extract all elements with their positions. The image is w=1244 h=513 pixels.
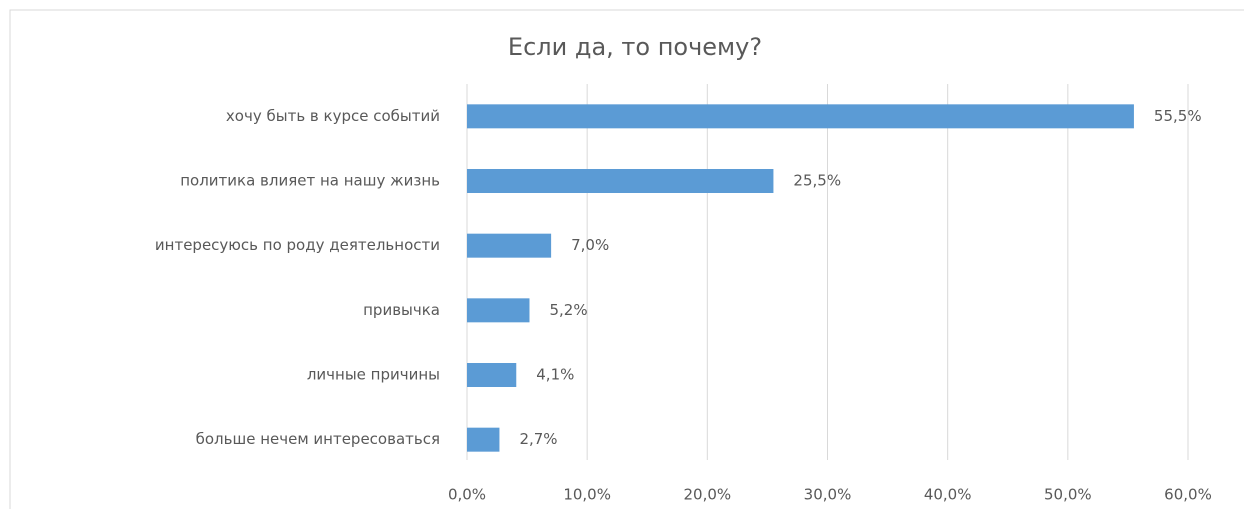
chart-frame <box>9 9 1244 513</box>
data-label: 5,2% <box>549 301 587 319</box>
bar <box>467 104 1134 129</box>
x-tick-label: 0,0% <box>448 486 486 504</box>
x-tick-label: 50,0% <box>1044 486 1092 504</box>
bar <box>467 169 774 193</box>
bar <box>467 233 552 258</box>
x-tick-label: 10,0% <box>563 486 611 504</box>
x-tick-label: 40,0% <box>924 486 972 504</box>
y-tick-label: хочу быть в курсе событий <box>226 107 440 125</box>
x-tick-label: 20,0% <box>684 486 732 504</box>
data-label: 4,1% <box>536 366 574 384</box>
y-tick-label: личные причины <box>307 366 440 384</box>
y-tick-label: интересуюсь по роду деятельности <box>155 236 440 254</box>
data-label: 55,5% <box>1154 107 1202 125</box>
bar <box>467 363 517 387</box>
x-tick-label: 30,0% <box>804 486 852 504</box>
x-tick-label: 60,0% <box>1164 486 1212 504</box>
chart-title: Если да, то почему? <box>508 33 762 61</box>
data-label: 2,7% <box>519 430 557 448</box>
y-tick-label: больше нечем интересоваться <box>196 430 440 448</box>
bar <box>467 427 500 452</box>
bar <box>467 298 530 323</box>
y-tick-label: политика влияет на нашу жизнь <box>180 172 440 190</box>
y-tick-label: привычка <box>363 301 440 319</box>
data-label: 25,5% <box>793 172 841 190</box>
data-label: 7,0% <box>571 236 609 254</box>
